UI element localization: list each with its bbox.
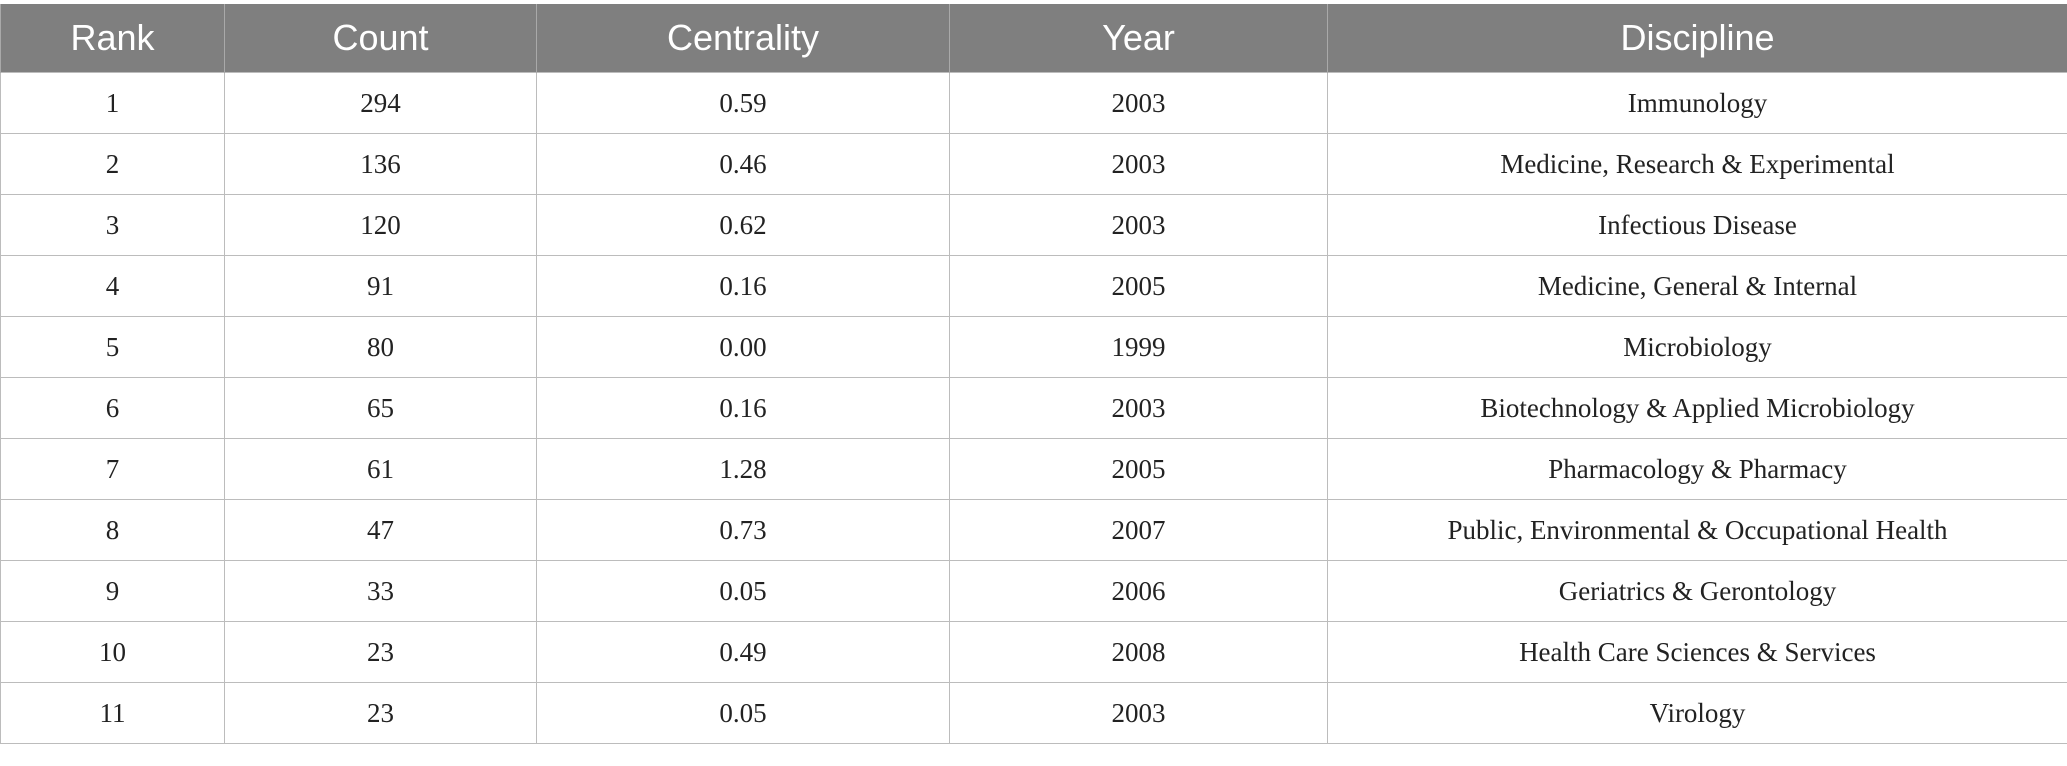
- year-cell: 2003: [949, 72, 1328, 134]
- year-cell: 2008: [949, 621, 1328, 683]
- column-header-discipline: Discipline: [1327, 4, 2067, 73]
- count-cell: 80: [224, 316, 537, 378]
- year-cell: 2003: [949, 377, 1328, 439]
- discipline-cell: Virology: [1327, 682, 2067, 744]
- discipline-cell: Medicine, General & Internal: [1327, 255, 2067, 317]
- year-cell: 2005: [949, 438, 1328, 500]
- rank-cell: 11: [0, 682, 225, 744]
- count-cell: 33: [224, 560, 537, 622]
- count-cell: 120: [224, 194, 537, 256]
- rank-cell: 8: [0, 499, 225, 561]
- rank-cell: 4: [0, 255, 225, 317]
- column-header-count: Count: [224, 4, 537, 73]
- table-row: 7 61 1.28 2005 Pharmacology & Pharmacy: [0, 438, 2067, 500]
- discipline-cell: Immunology: [1327, 72, 2067, 134]
- table-row: 9 33 0.05 2006 Geriatrics & Gerontology: [0, 560, 2067, 622]
- discipline-cell: Microbiology: [1327, 316, 2067, 378]
- table-row: 4 91 0.16 2005 Medicine, General & Internal: [0, 255, 2067, 317]
- table-row: 3 120 0.62 2003 Infectious Disease: [0, 194, 2067, 256]
- table-row: 1 294 0.59 2003 Immunology: [0, 72, 2067, 134]
- table-row: 11 23 0.05 2003 Virology: [0, 682, 2067, 744]
- year-cell: 2005: [949, 255, 1328, 317]
- table-row: 8 47 0.73 2007 Public, Environmental & Occup…: [0, 499, 2067, 561]
- count-cell: 23: [224, 621, 537, 683]
- centrality-cell: 0.59: [536, 72, 950, 134]
- rank-cell: 9: [0, 560, 225, 622]
- rank-cell: 7: [0, 438, 225, 500]
- count-cell: 91: [224, 255, 537, 317]
- centrality-cell: 1.28: [536, 438, 950, 500]
- year-cell: 2003: [949, 194, 1328, 256]
- centrality-cell: 0.16: [536, 377, 950, 439]
- year-cell: 2006: [949, 560, 1328, 622]
- discipline-cell: Geriatrics & Gerontology: [1327, 560, 2067, 622]
- discipline-cell: Public, Environmental & Occupational Hea…: [1327, 499, 2067, 561]
- rank-cell: 1: [0, 72, 225, 134]
- rank-cell: 2: [0, 133, 225, 195]
- year-cell: 2003: [949, 682, 1328, 744]
- rank-cell: 5: [0, 316, 225, 378]
- count-cell: 61: [224, 438, 537, 500]
- discipline-cell: Health Care Sciences & Services: [1327, 621, 2067, 683]
- discipline-cell: Medicine, Research & Experimental: [1327, 133, 2067, 195]
- table-row: 2 136 0.46 2003 Medicine, Research & Experim…: [0, 133, 2067, 195]
- centrality-cell: 0.73: [536, 499, 950, 561]
- column-header-centrality: Centrality: [536, 4, 950, 73]
- year-cell: 1999: [949, 316, 1328, 378]
- discipline-cell: Pharmacology & Pharmacy: [1327, 438, 2067, 500]
- centrality-cell: 0.00: [536, 316, 950, 378]
- centrality-cell: 0.05: [536, 560, 950, 622]
- centrality-cell: 0.05: [536, 682, 950, 744]
- table-body: 1 294 0.59 2003 Immunology 2 136 0.46 2003 Medici…: [0, 72, 2067, 744]
- centrality-cell: 0.16: [536, 255, 950, 317]
- year-cell: 2007: [949, 499, 1328, 561]
- count-cell: 23: [224, 682, 537, 744]
- rank-cell: 10: [0, 621, 225, 683]
- table-row: 10 23 0.49 2008 Health Care Sciences & Servi…: [0, 621, 2067, 683]
- centrality-cell: 0.49: [536, 621, 950, 683]
- rank-cell: 6: [0, 377, 225, 439]
- table-row: 5 80 0.00 1999 Microbiology: [0, 316, 2067, 378]
- count-cell: 136: [224, 133, 537, 195]
- table-header-row: Rank Count Centrality Year Discipline: [0, 4, 2067, 73]
- column-header-rank: Rank: [0, 4, 225, 73]
- year-cell: 2003: [949, 133, 1328, 195]
- column-header-year: Year: [949, 4, 1328, 73]
- rank-cell: 3: [0, 194, 225, 256]
- table-row: 6 65 0.16 2003 Biotechnology & Applied Micro…: [0, 377, 2067, 439]
- discipline-cell: Infectious Disease: [1327, 194, 2067, 256]
- centrality-cell: 0.62: [536, 194, 950, 256]
- count-cell: 65: [224, 377, 537, 439]
- count-cell: 294: [224, 72, 537, 134]
- discipline-cell: Biotechnology & Applied Microbiology: [1327, 377, 2067, 439]
- centrality-cell: 0.46: [536, 133, 950, 195]
- count-cell: 47: [224, 499, 537, 561]
